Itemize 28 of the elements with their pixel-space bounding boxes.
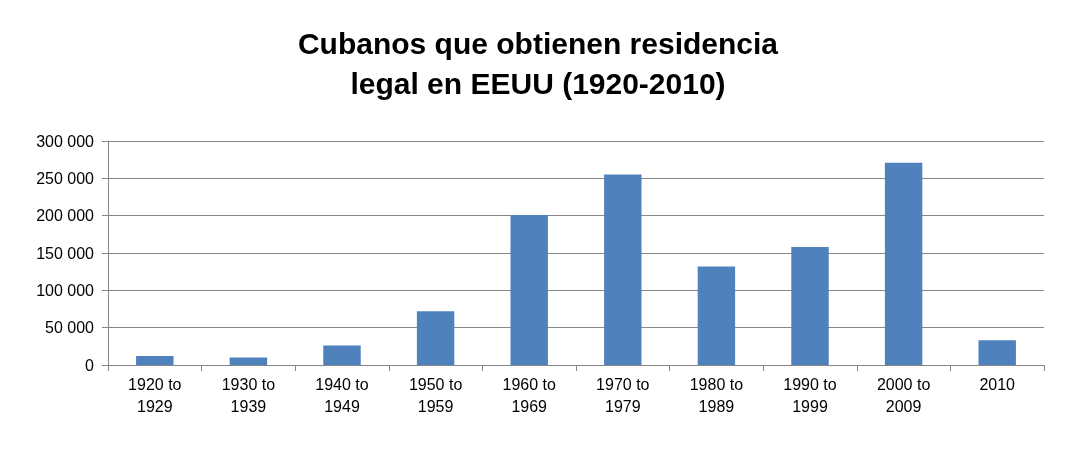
chart-title: Cubanos que obtienen residencia legal en EEUU (1920-2010) xyxy=(297,26,779,100)
bar xyxy=(791,247,829,365)
y-tick-label: 50 000 xyxy=(45,319,95,337)
bar xyxy=(978,340,1016,365)
x-tick-label: 1970 to 1979 xyxy=(596,375,650,415)
y-tick-label: 100 000 xyxy=(36,281,95,299)
x-tick-label: 2000 to 2009 xyxy=(876,375,931,415)
y-tick-label: 0 xyxy=(85,356,95,374)
bar xyxy=(697,266,736,365)
x-tick-label: 1920 to 1929 xyxy=(128,375,182,415)
x-tick-label: 1950 to 1959 xyxy=(408,375,463,415)
x-tick-label: 1940 to 1949 xyxy=(315,375,369,415)
bar xyxy=(604,174,642,365)
x-tick-label: 1930 to 1939 xyxy=(221,375,276,415)
x-tick-label: 1980 to 1989 xyxy=(689,375,744,415)
bar xyxy=(884,162,923,365)
x-tick-label: 1990 to 1999 xyxy=(783,375,837,415)
bar xyxy=(136,356,174,365)
bar xyxy=(323,345,361,365)
x-tick-label: 2010 xyxy=(979,375,1016,393)
y-tick-label: 200 000 xyxy=(36,207,95,225)
bar xyxy=(510,214,548,365)
y-tick-label: 300 000 xyxy=(36,132,95,150)
y-tick-label: 250 000 xyxy=(36,169,95,187)
x-tick-label: 1960 to 1969 xyxy=(502,375,556,415)
y-tick-label: 150 000 xyxy=(36,244,95,262)
bar xyxy=(416,311,455,365)
bar xyxy=(229,357,268,365)
